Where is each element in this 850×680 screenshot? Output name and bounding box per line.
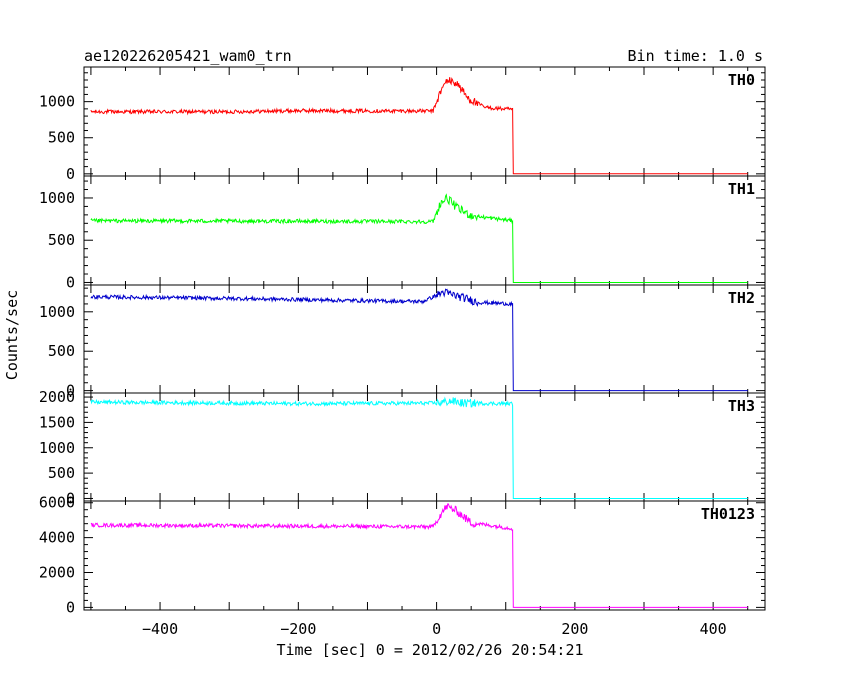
x-tick-label: 400 <box>700 620 727 638</box>
y-tick-label: 500 <box>48 342 75 360</box>
x-axis: −400 −200 0 200 400 <box>142 620 727 638</box>
panel-frame <box>83 175 766 286</box>
x-axis-label: Time [sec] 0 = 2012/02/26 20:54:21 <box>276 641 583 659</box>
x-tick-label: −200 <box>280 620 316 638</box>
y-tick-label: 4000 <box>39 529 75 547</box>
x-tick-label: −400 <box>142 620 178 638</box>
panel-frame <box>83 500 766 611</box>
y-tick-label: 1500 <box>39 413 75 431</box>
y-tick-label: 1000 <box>39 439 75 457</box>
y-tick-label: 500 <box>48 464 75 482</box>
panel-th1: 0 500 1000 TH1 <box>39 175 766 291</box>
y-tick-label: 0 <box>66 382 75 400</box>
series-th1-line <box>90 193 748 283</box>
panel-th0: 0 500 1000 TH0 <box>39 66 766 183</box>
y-tick-label: 0 <box>66 165 75 183</box>
y-tick-label: 500 <box>48 231 75 249</box>
panel-th2: 0 500 1000 TH2 <box>39 284 766 400</box>
x-tick-label: 200 <box>561 620 588 638</box>
y-tick-label: 0 <box>66 489 75 507</box>
series-label: TH2 <box>728 289 755 307</box>
series-label: TH1 <box>728 180 755 198</box>
series-th3-line <box>90 396 748 499</box>
series-th0-line <box>90 77 748 175</box>
y-axis-label: Counts/sec <box>3 290 21 380</box>
y-tick-label: 1000 <box>39 93 75 111</box>
panel-frame <box>83 392 766 502</box>
y-tick-label: 1000 <box>39 189 75 207</box>
panel-th3: 0 500 1000 1500 2000 TH3 <box>39 388 766 507</box>
y-tick-label: 500 <box>48 129 75 147</box>
panel-th0123: 0 2000 4000 6000 TH0123 <box>39 494 766 616</box>
y-tick-label: 2000 <box>39 564 75 582</box>
y-tick-label: 1000 <box>39 303 75 321</box>
y-tick-label: 6000 <box>39 494 75 512</box>
y-tick-label: 0 <box>66 598 75 616</box>
series-label: TH0123 <box>701 505 755 523</box>
series-th0123-line <box>90 503 748 608</box>
series-label: TH0 <box>728 71 755 89</box>
panels: 0 500 1000 TH0 0 500 1000 TH1 0 500 1000 TH2 0 500 100… <box>39 66 766 616</box>
y-tick-label: 2000 <box>39 388 75 406</box>
bin-time-label: Bin time: 1.0 s <box>628 47 763 65</box>
panel-frame <box>83 66 766 177</box>
plot-title: ae120226205421_wam0_trn <box>84 47 292 65</box>
series-label: TH3 <box>728 397 755 415</box>
y-tick-label: 0 <box>66 273 75 291</box>
series-th2-line <box>90 288 748 392</box>
x-tick-label: 0 <box>432 620 441 638</box>
